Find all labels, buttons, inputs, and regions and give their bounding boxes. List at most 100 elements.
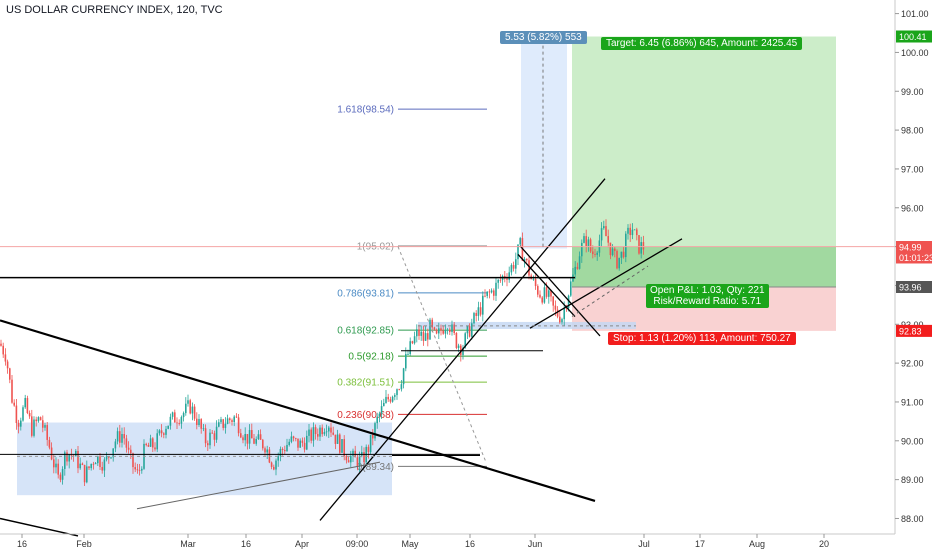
candle-body <box>532 278 535 280</box>
candle-body <box>31 416 33 436</box>
candle-body <box>4 354 7 362</box>
candle-body <box>121 434 123 443</box>
x-tick-label: Jul <box>638 539 650 549</box>
candle-body <box>48 439 51 448</box>
candle-body <box>554 305 557 310</box>
candle-body <box>77 450 79 469</box>
candle-body <box>42 420 44 428</box>
candle-body <box>218 422 220 427</box>
candle-body <box>633 229 636 231</box>
candle-body <box>457 345 460 348</box>
candle-body <box>255 438 257 444</box>
candle-body <box>165 428 167 435</box>
candle-body <box>189 400 191 414</box>
fib-label-0: 1.618(98.54) <box>337 105 394 116</box>
candle-body <box>429 319 431 340</box>
candle-body <box>361 452 363 456</box>
candle-body <box>99 456 101 468</box>
candle-body <box>253 438 255 444</box>
candle-body <box>277 456 279 461</box>
candle-body <box>479 307 482 315</box>
candle-body <box>200 419 202 429</box>
candle-body <box>444 330 447 334</box>
candle-body <box>240 433 242 438</box>
candle-body <box>193 406 196 419</box>
pnl-label: Open P&L: 1.03, Qty: 221 Risk/Reward Rat… <box>646 284 769 308</box>
candle-body <box>398 389 400 391</box>
candle-body <box>6 361 9 369</box>
candle-body <box>497 279 499 283</box>
candle-body <box>266 449 268 453</box>
candle-body <box>145 443 147 446</box>
candle-body <box>640 242 642 254</box>
target-zone <box>572 36 836 288</box>
y-tick-label: 91.00 <box>901 397 924 407</box>
pnl-line-2: Risk/Reward Ratio: 5.71 <box>653 296 762 307</box>
trend-lines[interactable] <box>0 35 932 537</box>
candle-body <box>453 324 455 333</box>
candle-body <box>550 290 552 297</box>
candle-body <box>290 436 293 442</box>
candle-body <box>336 434 339 444</box>
candle-body <box>486 291 488 296</box>
candle-body <box>17 423 20 427</box>
candle-body <box>387 396 389 400</box>
candle-body <box>116 431 119 442</box>
candle-body <box>576 266 579 269</box>
candle-body <box>455 332 458 348</box>
candle-body <box>209 432 211 446</box>
candle-body <box>418 329 420 336</box>
candle-body <box>237 417 240 434</box>
candle-body <box>462 347 464 355</box>
candle-body <box>523 258 526 261</box>
candle-body <box>391 396 394 402</box>
x-tick-label: 16 <box>17 539 27 549</box>
candle-body <box>607 236 609 243</box>
lower-left-line <box>0 517 79 537</box>
candle-body <box>594 254 596 255</box>
candle-body <box>435 329 438 334</box>
candle-body <box>270 462 273 467</box>
candle-body <box>325 431 328 433</box>
candle-body <box>244 434 246 441</box>
pnl-line-1: Open P&L: 1.03, Qty: 221 <box>650 285 765 296</box>
candle-body <box>306 435 308 450</box>
candle-body <box>33 419 35 436</box>
x-tick-label: Apr <box>295 539 309 549</box>
candle-body <box>611 248 614 256</box>
candle-body <box>226 418 229 424</box>
candle-body <box>2 345 4 355</box>
candle-body <box>603 226 605 229</box>
y-tick-label: 96.00 <box>901 203 924 213</box>
candle-body <box>281 448 284 451</box>
candle-body <box>583 236 585 243</box>
candle-body <box>526 258 528 261</box>
measure-zone <box>521 36 567 249</box>
candle-body <box>488 291 491 293</box>
candle-body <box>79 463 81 469</box>
candle-body <box>101 467 103 471</box>
candle-body <box>259 434 262 440</box>
fibonacci-retracement[interactable]: 1.618(98.54)1(95.02)0.786(93.81)0.618(92… <box>337 105 487 473</box>
candle-body <box>328 427 330 432</box>
candle-body <box>220 419 222 423</box>
candle-body <box>68 454 70 462</box>
candle-body <box>53 459 55 468</box>
candle-body <box>198 419 200 425</box>
candle-body <box>539 294 541 298</box>
candle-body <box>589 239 592 252</box>
candle-body <box>477 307 480 316</box>
candle-body <box>407 354 409 355</box>
candle-body <box>158 430 161 434</box>
candle-body <box>319 427 321 437</box>
candle-body <box>451 324 453 333</box>
candle-body <box>367 446 370 453</box>
candle-body <box>548 290 550 297</box>
candle-body <box>420 331 422 336</box>
price-label-bg <box>896 324 932 337</box>
candle-body <box>180 417 183 424</box>
candle-body <box>229 418 231 421</box>
x-tick-label: 09:00 <box>346 539 369 549</box>
candle-body <box>125 438 128 448</box>
